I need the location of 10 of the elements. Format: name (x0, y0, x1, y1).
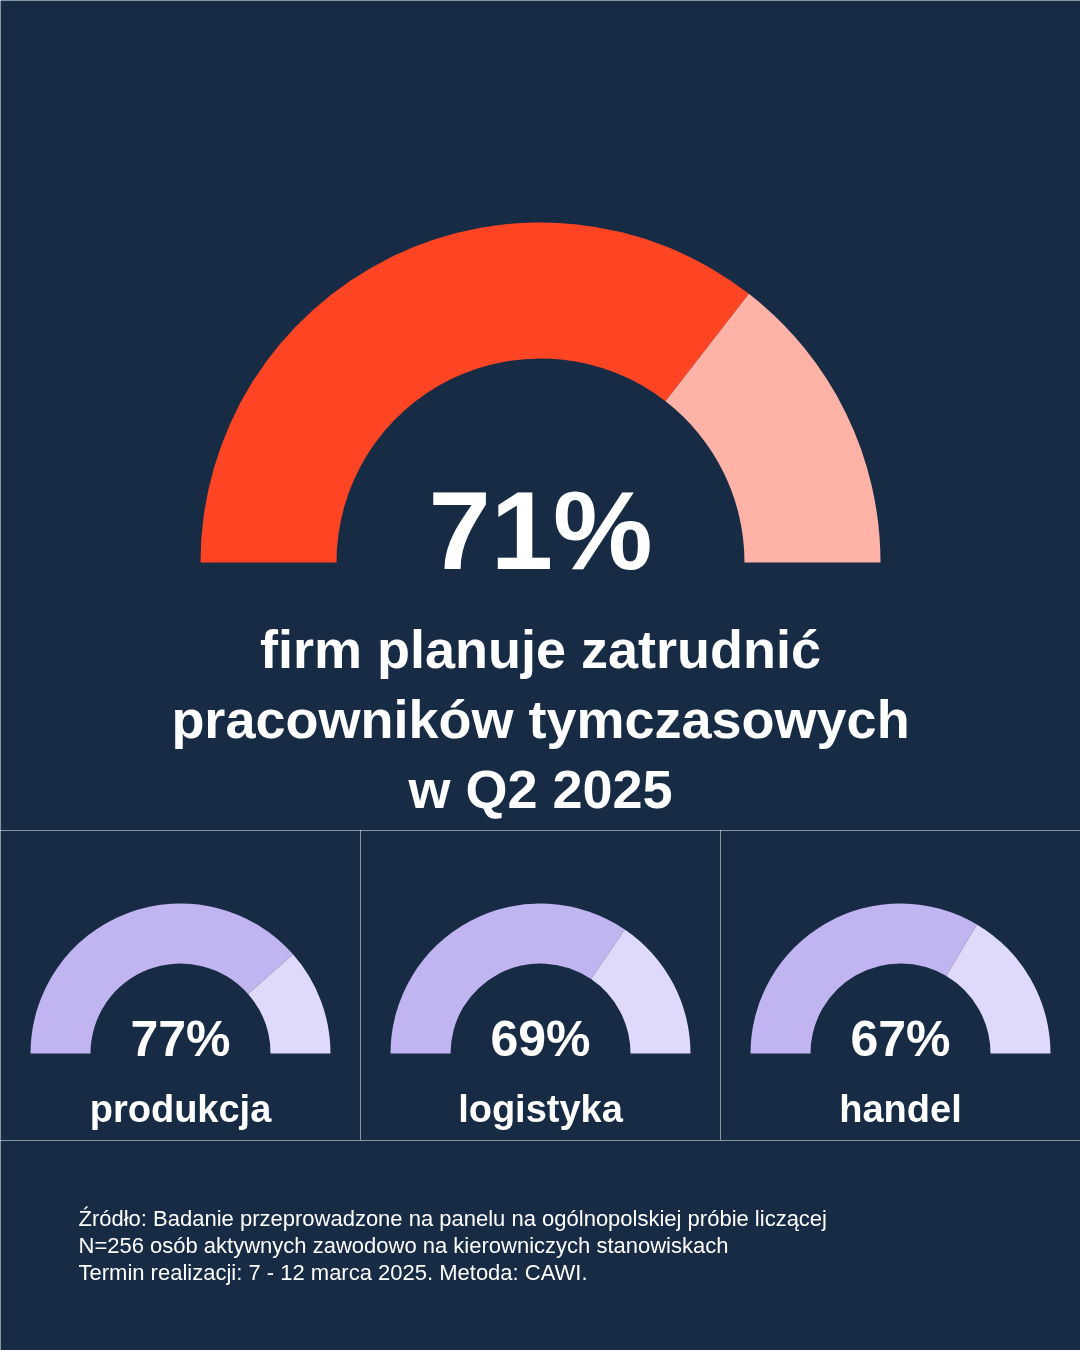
text: Źródło: Badanie przeprowadzone na panelu na ogólnopolskiej próbie liczącej N=256 osób aktywnych zawodowo na kierowniczych stanowiskach (78, 1206, 827, 1258)
text: logistyka (458, 1087, 624, 1130)
data-label: 77% (130, 1011, 231, 1068)
text: handel (839, 1087, 962, 1130)
text: firm planuje zatrudnić pracowników tymczasowych w Q2 2025 (171, 618, 910, 819)
data-label: 71% (428, 468, 653, 594)
text: produkcja (89, 1087, 273, 1130)
text: Termin realizacji: 7 - 12 marca 2025. Metoda: CAWI. (78, 1260, 588, 1285)
data-label: 69% (490, 1011, 591, 1068)
data-label: 67% (850, 1011, 951, 1068)
